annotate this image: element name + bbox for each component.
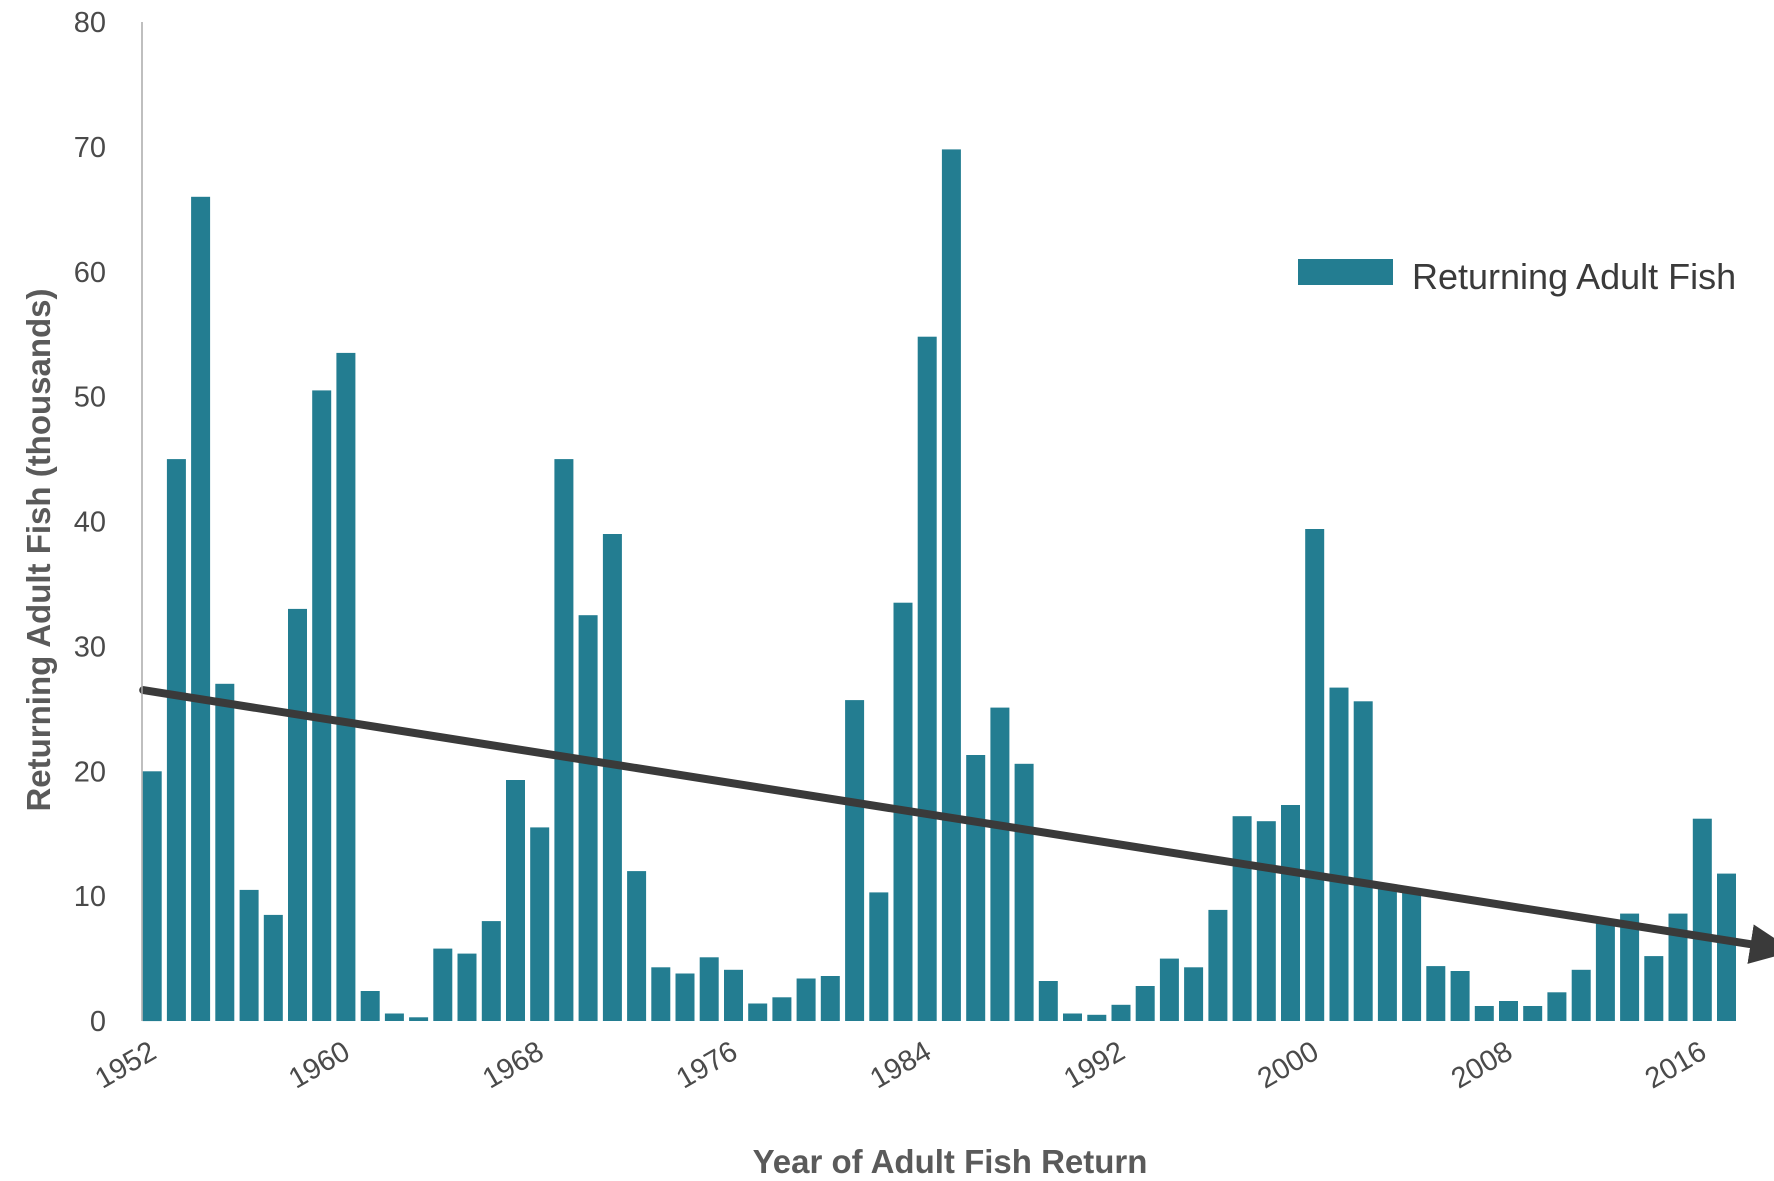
bar-1991: [1087, 1014, 1107, 1021]
bar-2015: [1668, 913, 1688, 1021]
y-tick-label: 0: [90, 1006, 106, 1038]
bar-1996: [1208, 909, 1228, 1021]
bar-1972: [627, 871, 647, 1021]
bar-1965: [457, 953, 477, 1021]
bar-2008: [1499, 1001, 1518, 1021]
bar-2012: [1595, 919, 1615, 1021]
bar-1994: [1159, 958, 1179, 1021]
y-tick-label: 10: [74, 881, 106, 913]
y-axis-ticks: 0 10 20 30 40 50 60 70 80: [74, 7, 106, 1038]
bar-2009: [1523, 1006, 1543, 1021]
bar-1989: [1038, 981, 1058, 1021]
bar-1962: [384, 1013, 404, 1021]
x-axis-ticks: 1952 1960 1968 1976 1984 1992 2000 2008 2016: [90, 1035, 1712, 1095]
bar-2010: [1547, 992, 1567, 1021]
bar-1981: [845, 700, 865, 1021]
bar-1990: [1063, 1013, 1082, 1021]
x-tick-label: 1960: [284, 1035, 356, 1095]
x-tick-label: 1952: [90, 1035, 162, 1095]
bar-2001: [1329, 687, 1349, 1021]
bar-1999: [1281, 805, 1300, 1021]
bar-1953: [166, 459, 186, 1022]
y-tick-label: 50: [74, 382, 106, 414]
x-tick-label: 1984: [865, 1035, 937, 1095]
trend-line-group: [139, 686, 1774, 964]
x-tick-label: 2008: [1446, 1035, 1518, 1095]
y-tick-label: 60: [74, 257, 106, 289]
bar-1980: [820, 976, 840, 1021]
bar-1974: [675, 973, 695, 1021]
bar-1986: [966, 755, 986, 1021]
bar-1993: [1135, 986, 1155, 1021]
x-tick-label: 2016: [1640, 1035, 1712, 1095]
bar-1958: [288, 608, 307, 1021]
bar-2003: [1377, 886, 1397, 1021]
bar-1973: [651, 967, 671, 1021]
x-tick-label: 1976: [671, 1035, 743, 1095]
bar-1961: [360, 991, 380, 1021]
bar-1982: [869, 892, 889, 1021]
bar-1952: [142, 771, 162, 1022]
bar-1995: [1184, 967, 1204, 1021]
bar-1966: [481, 921, 501, 1021]
y-tick-label: 20: [74, 756, 106, 788]
bar-1960: [336, 352, 356, 1021]
bar-1954: [191, 196, 211, 1022]
legend: Returning Adult Fish: [1298, 256, 1736, 297]
bar-1997: [1232, 816, 1252, 1021]
bar-2000: [1305, 529, 1325, 1021]
bar-1978: [772, 997, 792, 1021]
x-axis-title: Year of Adult Fish Return: [753, 1143, 1148, 1180]
bar-1992: [1111, 1004, 1131, 1021]
bar-1957: [263, 914, 283, 1021]
x-tick-label: 2000: [1252, 1035, 1324, 1095]
bar-2014: [1644, 956, 1664, 1021]
bar-2017: [1717, 873, 1736, 1021]
bar-1970: [578, 615, 598, 1021]
legend-label: Returning Adult Fish: [1412, 256, 1736, 297]
bar-2005: [1426, 966, 1446, 1021]
bar-1985: [941, 149, 961, 1021]
bar-1959: [312, 390, 332, 1021]
bar-2013: [1620, 913, 1640, 1021]
bar-1956: [239, 889, 259, 1021]
bar-2007: [1474, 1006, 1494, 1021]
y-axis-title: Returning Adult Fish (thousands): [20, 288, 57, 811]
bar-2004: [1402, 888, 1422, 1021]
bar-1964: [433, 948, 453, 1021]
bar-1984: [917, 336, 937, 1021]
bar-2002: [1353, 701, 1373, 1021]
bar-1971: [602, 534, 622, 1021]
bar-2016: [1692, 818, 1712, 1021]
bar-1998: [1256, 821, 1276, 1021]
bar-1969: [554, 459, 574, 1022]
y-tick-label: 70: [74, 132, 106, 164]
bar-1963: [409, 1017, 429, 1021]
y-tick-label: 40: [74, 507, 106, 539]
bar-2011: [1571, 969, 1591, 1021]
trend-line: [139, 686, 1774, 964]
y-tick-label: 80: [74, 7, 106, 39]
bar-1955: [215, 683, 235, 1021]
bar-1979: [796, 978, 816, 1021]
bar-1976: [724, 969, 743, 1021]
bar-2006: [1450, 971, 1470, 1021]
bar-1988: [1014, 763, 1034, 1021]
bars: [142, 149, 1736, 1022]
x-tick-label: 1968: [477, 1035, 549, 1095]
bar-1975: [699, 957, 719, 1021]
legend-swatch: [1298, 259, 1393, 285]
y-tick-label: 30: [74, 631, 106, 663]
bar-1987: [990, 707, 1010, 1021]
bar-1968: [530, 827, 550, 1021]
bar-1977: [748, 1003, 768, 1021]
bar-1967: [506, 780, 525, 1021]
x-tick-label: 1992: [1059, 1035, 1131, 1095]
